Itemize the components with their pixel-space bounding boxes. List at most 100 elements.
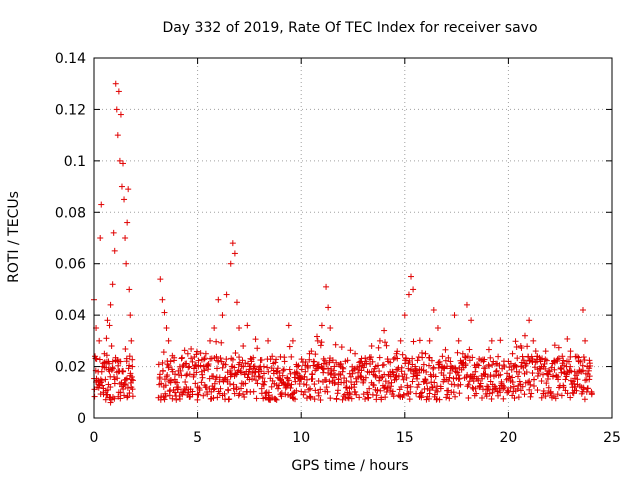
data-point	[366, 385, 373, 392]
data-point	[544, 375, 551, 382]
data-point	[558, 369, 565, 376]
data-point	[312, 351, 319, 358]
data-point	[227, 260, 234, 267]
data-point	[423, 368, 430, 375]
data-point	[195, 391, 202, 398]
data-point	[514, 385, 521, 392]
data-point	[191, 365, 198, 372]
data-point	[408, 273, 415, 280]
data-point	[404, 382, 411, 389]
data-point	[117, 395, 124, 402]
data-point	[356, 394, 363, 401]
data-point	[317, 396, 324, 403]
data-point	[382, 394, 389, 401]
data-point	[167, 377, 174, 384]
data-point	[346, 390, 353, 397]
data-point	[254, 380, 261, 387]
x-tick-label: 25	[603, 430, 621, 446]
data-point	[333, 396, 340, 403]
data-point	[462, 360, 469, 367]
data-point	[398, 364, 405, 371]
data-point	[306, 350, 313, 357]
data-point	[281, 358, 288, 365]
data-point	[315, 378, 322, 385]
data-point	[215, 296, 222, 303]
data-point	[558, 392, 565, 399]
data-point	[239, 357, 246, 364]
data-point	[493, 367, 500, 374]
data-point	[120, 368, 127, 375]
data-point	[219, 312, 226, 319]
data-point	[273, 368, 280, 375]
data-point	[123, 260, 130, 267]
data-point	[429, 383, 436, 390]
data-point	[165, 337, 172, 344]
y-tick-label: 0.04	[55, 308, 86, 324]
data-point	[418, 389, 425, 396]
data-point	[364, 368, 371, 375]
data-point	[565, 358, 572, 365]
data-point	[233, 299, 240, 306]
data-point	[182, 379, 189, 385]
data-point	[323, 283, 330, 290]
data-point	[103, 391, 110, 398]
data-point	[124, 219, 131, 226]
data-point	[127, 312, 134, 319]
data-point	[451, 312, 458, 319]
data-point	[102, 376, 109, 383]
data-point	[389, 388, 396, 395]
data-point	[426, 395, 433, 402]
data-point	[388, 379, 395, 386]
data-point	[166, 388, 173, 395]
data-point	[186, 363, 193, 370]
data-point	[529, 370, 536, 377]
data-point	[193, 351, 200, 358]
data-point	[456, 375, 463, 382]
data-point	[260, 363, 267, 370]
data-point	[227, 380, 234, 387]
data-point	[213, 353, 220, 360]
data-point	[588, 388, 595, 395]
data-point	[364, 389, 371, 396]
data-point	[362, 396, 369, 403]
data-point	[497, 389, 504, 396]
data-point	[414, 384, 421, 391]
data-point	[201, 367, 208, 374]
data-point	[106, 322, 113, 329]
data-point	[111, 376, 118, 383]
data-point	[551, 366, 558, 373]
data-point	[513, 344, 520, 351]
data-point	[272, 396, 279, 403]
data-point	[292, 396, 299, 403]
data-point	[446, 374, 453, 381]
data-point	[422, 350, 429, 357]
data-point	[256, 373, 263, 380]
data-point	[409, 378, 416, 385]
data-point	[128, 376, 135, 383]
data-point	[272, 359, 279, 366]
data-point	[94, 384, 101, 391]
data-point	[399, 351, 406, 358]
data-point	[188, 355, 195, 362]
data-point	[497, 371, 504, 378]
data-point	[120, 386, 127, 393]
data-point	[385, 358, 392, 365]
data-point	[286, 343, 293, 350]
data-point	[503, 376, 510, 383]
data-point	[543, 357, 550, 364]
data-point	[194, 391, 201, 398]
data-point	[117, 111, 124, 118]
data-point	[221, 390, 228, 397]
data-point	[121, 196, 128, 203]
data-point	[429, 384, 436, 391]
data-point	[534, 372, 541, 379]
data-point	[526, 378, 533, 385]
data-point	[159, 368, 166, 375]
data-point	[285, 377, 292, 384]
data-point	[420, 361, 427, 368]
data-point	[407, 389, 414, 396]
data-point	[481, 371, 488, 378]
data-point	[200, 356, 207, 363]
data-point	[265, 368, 272, 375]
data-point	[387, 387, 394, 394]
